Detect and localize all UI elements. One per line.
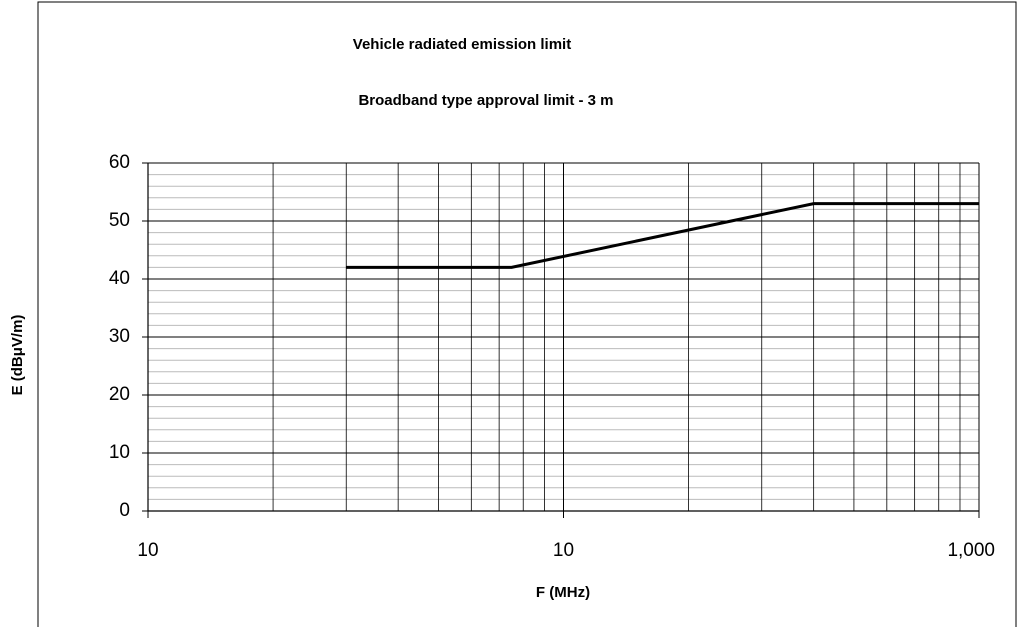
y-tick-label: 50: [109, 210, 130, 231]
data-line: [346, 202, 979, 269]
y-tick-label: 0: [119, 500, 130, 521]
chart-border: [37, 1, 1017, 627]
x-tick-label: 1,000: [947, 540, 995, 561]
chart-title: Vehicle radiated emission limit: [353, 36, 571, 53]
y-tick-label: 20: [109, 384, 130, 405]
y-tick-label: 40: [109, 268, 130, 289]
chart-subtitle: Broadband type approval limit - 3 m: [358, 92, 613, 109]
y-tick-label: 10: [109, 442, 130, 463]
y-axis-label: E (dBμV/m): [9, 315, 26, 396]
x-tick-label: 10: [553, 540, 574, 561]
y-tick-label: 60: [109, 152, 130, 173]
x-tick-label: 10: [137, 540, 158, 561]
y-tick-label: 30: [109, 326, 130, 347]
x-axis-label: F (MHz): [536, 584, 590, 601]
